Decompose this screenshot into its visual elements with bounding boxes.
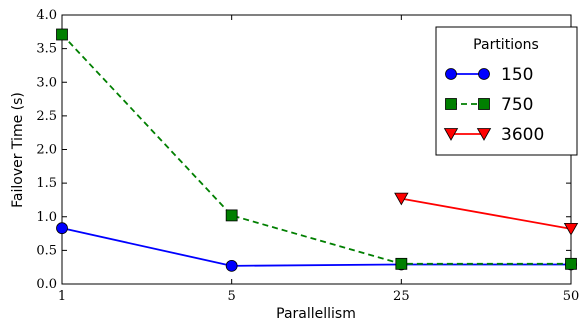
y-tick-label: 2.0 bbox=[36, 143, 57, 158]
legend-entry-150: 150 bbox=[445, 65, 533, 85]
x-axis-label: Parallellism bbox=[276, 306, 356, 322]
y-tick-label: 3.5 bbox=[36, 42, 57, 57]
series-line bbox=[401, 197, 572, 230]
legend-title: Partitions bbox=[473, 37, 539, 53]
data-point bbox=[56, 28, 68, 41]
y-tick-label: 4.0 bbox=[36, 8, 57, 23]
y-tick-label: 3.0 bbox=[36, 75, 57, 90]
data-point bbox=[563, 222, 579, 236]
x-tick-label: 1 bbox=[58, 289, 66, 304]
legend-label: 150 bbox=[501, 65, 533, 85]
axes: 0.0 0.5 1.0 1.5 2.0 2.5 3.0 3.5 4.0 1 5 25 50 bbox=[36, 8, 579, 304]
data-point bbox=[225, 259, 238, 272]
series-3600 bbox=[394, 192, 579, 236]
data-point bbox=[56, 222, 68, 235]
data-point bbox=[395, 257, 408, 270]
data-point bbox=[225, 209, 238, 222]
y-axis-label: Failover Time (s) bbox=[10, 92, 26, 208]
series-line bbox=[61, 227, 571, 267]
legend-entry-750: 750 bbox=[445, 95, 533, 115]
x-tick-label: 5 bbox=[228, 289, 236, 304]
legend-marker bbox=[478, 68, 490, 80]
legend: Partitions 150 750 3600 bbox=[435, 26, 578, 156]
y-tick-label: 0.5 bbox=[36, 243, 57, 258]
legend-entry-3600: 3600 bbox=[443, 125, 544, 145]
legend-marker bbox=[478, 98, 490, 110]
y-tick-label: 2.5 bbox=[36, 109, 57, 124]
series-750 bbox=[56, 28, 577, 270]
series-group bbox=[56, 28, 579, 272]
legend-marker bbox=[445, 98, 457, 110]
legend-marker bbox=[445, 68, 457, 80]
y-tick-label: 1.0 bbox=[36, 210, 57, 225]
legend-entries: 150 750 3600 bbox=[443, 65, 544, 145]
x-tick-label: 25 bbox=[393, 289, 410, 304]
legend-marker bbox=[476, 128, 492, 141]
data-point bbox=[394, 192, 409, 206]
legend-label: 3600 bbox=[501, 125, 544, 145]
data-point bbox=[565, 257, 577, 270]
legend-label: 750 bbox=[501, 95, 533, 115]
y-tick-label: 1.5 bbox=[36, 176, 57, 191]
series-line bbox=[61, 33, 571, 265]
legend-marker bbox=[443, 128, 459, 141]
x-tick-label: 50 bbox=[563, 289, 580, 304]
y-tick-label: 0.0 bbox=[36, 277, 57, 292]
